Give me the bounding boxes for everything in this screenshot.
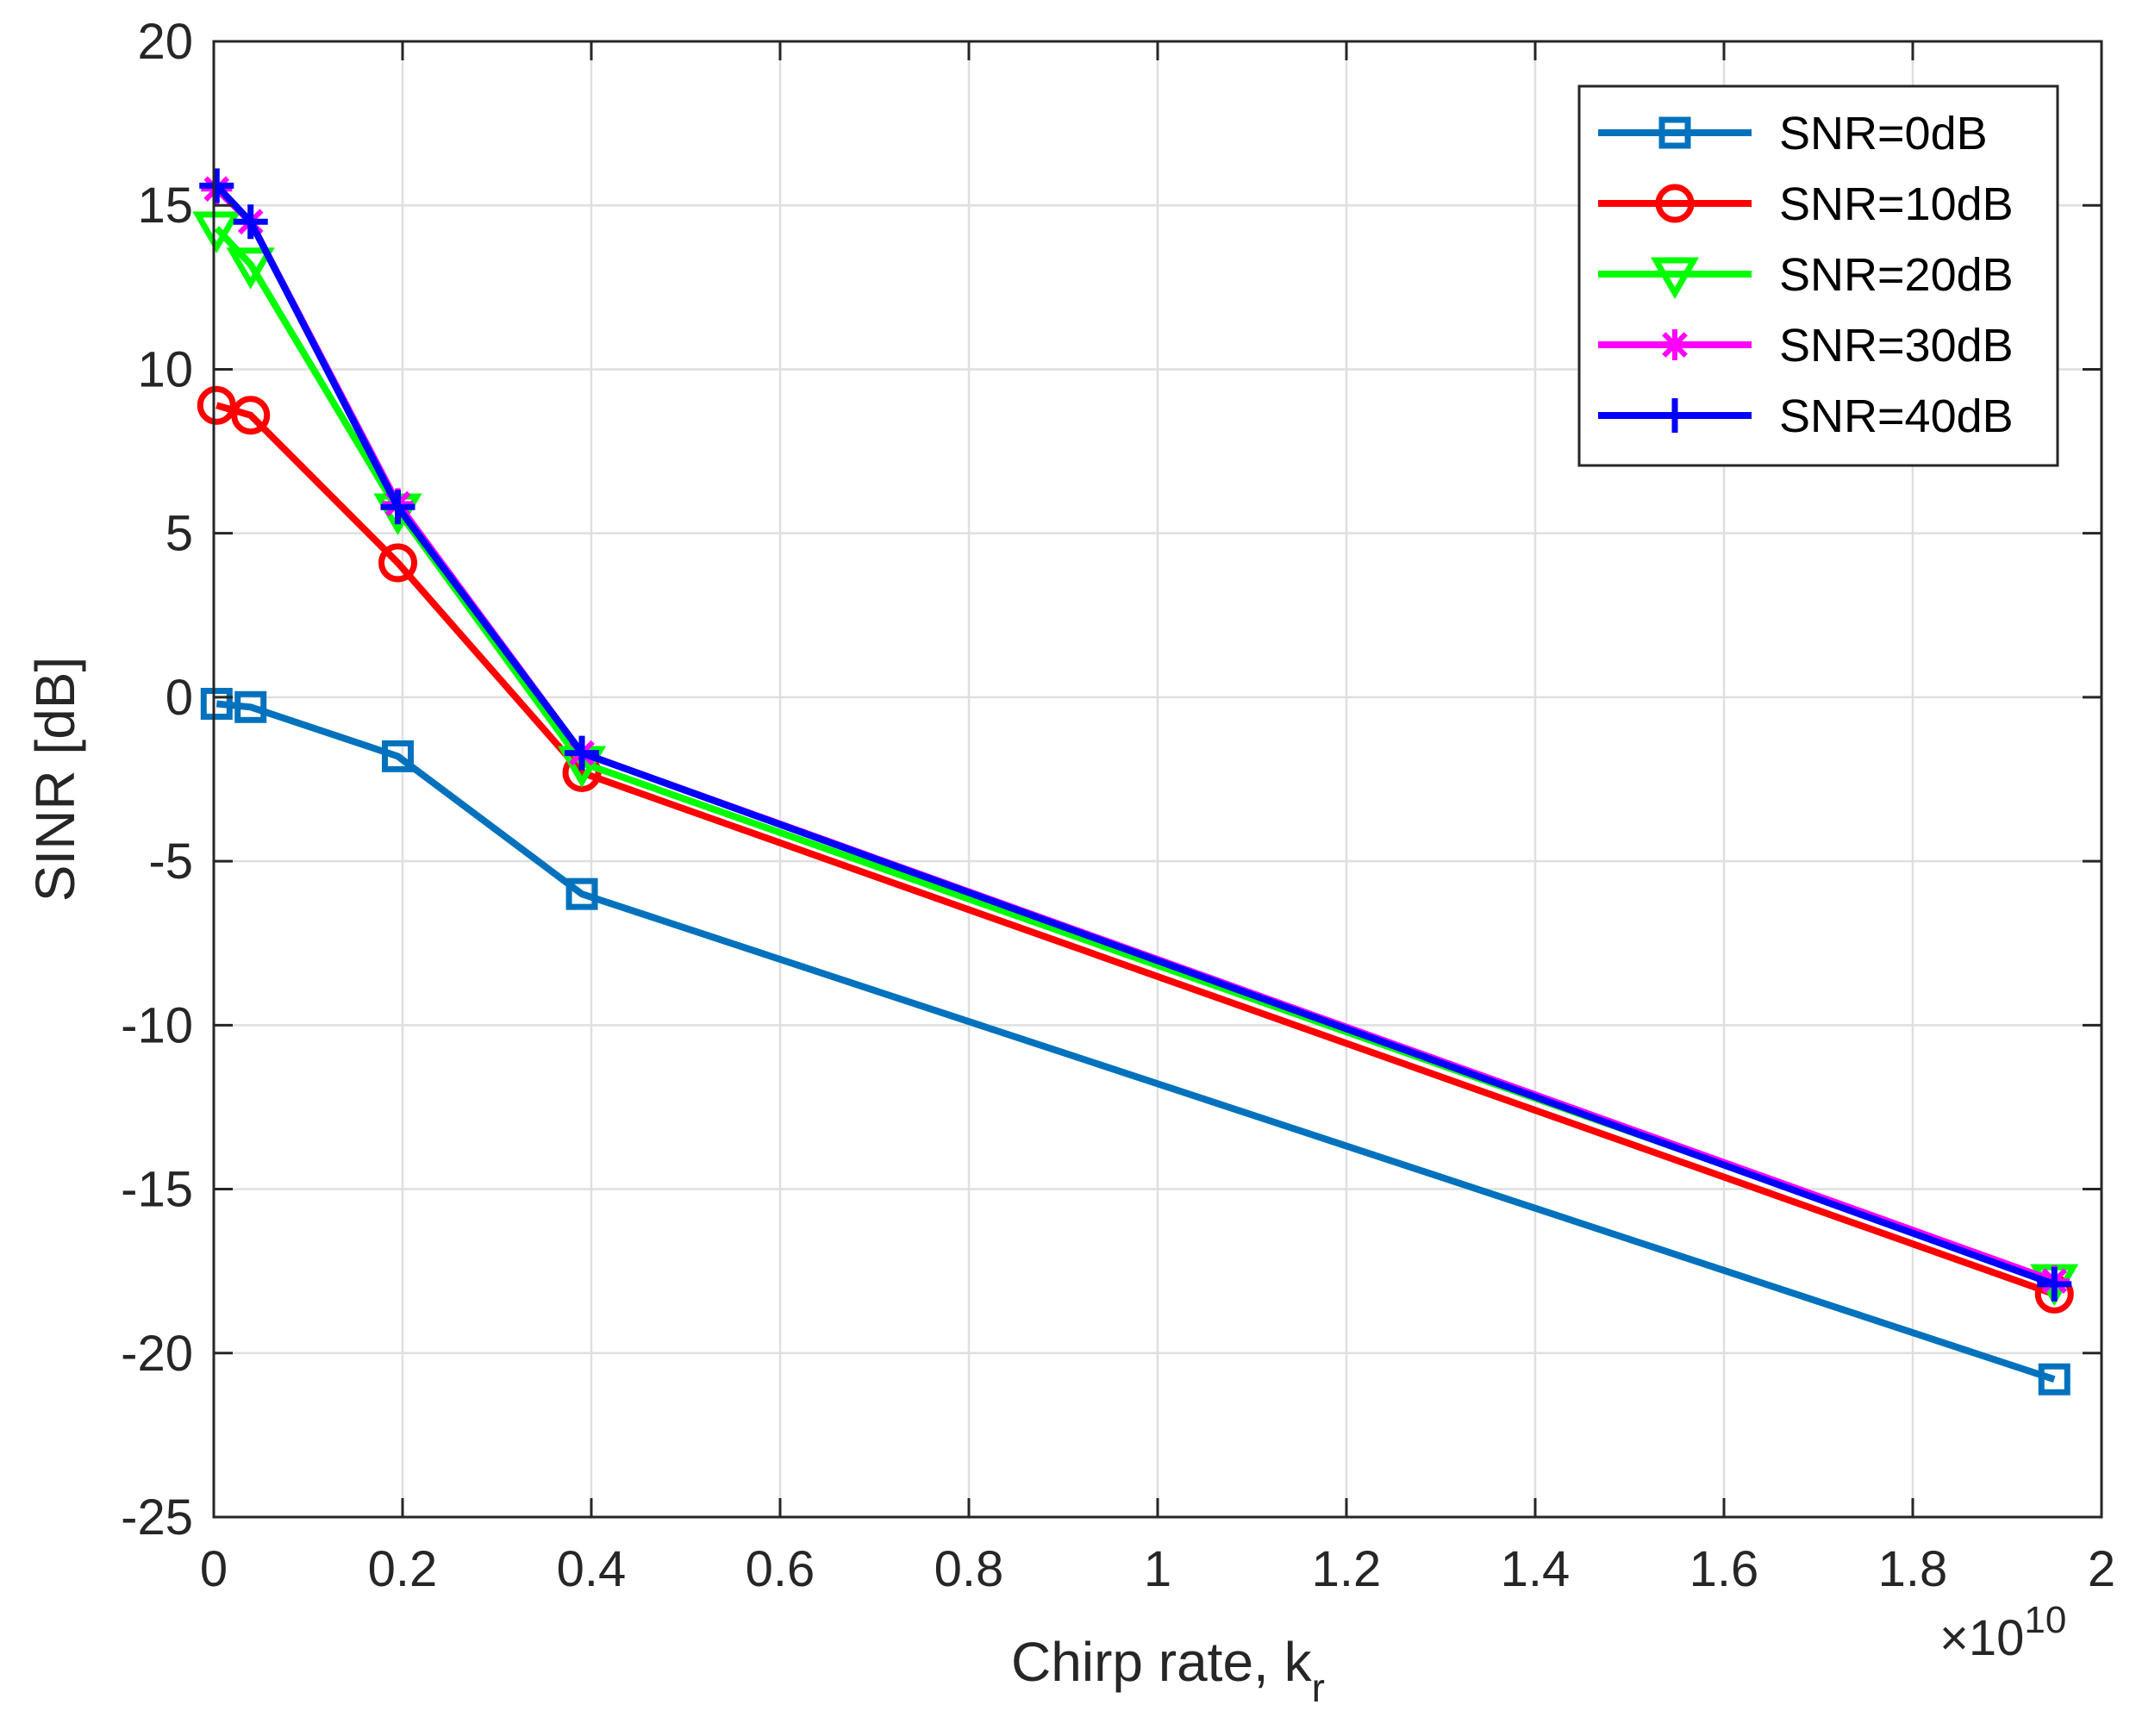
- x-axis-label-subscript: r: [1312, 1665, 1325, 1710]
- data-point: [234, 690, 267, 723]
- x-axis-label-main: Chirp rate, k: [1011, 1631, 1313, 1693]
- legend-item: SNR=30dB: [1598, 320, 2014, 372]
- y-tick-label: 0: [166, 670, 193, 726]
- marker-triangle-down: [1650, 257, 1700, 299]
- x-axis-exponent-power: 10: [2024, 1599, 2066, 1641]
- legend-item: SNR=10dB: [1598, 178, 2014, 230]
- legend-label: SNR=10dB: [1779, 178, 2014, 230]
- legend-label: SNR=40dB: [1779, 390, 2014, 442]
- data-point: [197, 385, 236, 425]
- y-tick-label: -15: [121, 1162, 193, 1218]
- marker-circle: [1655, 184, 1695, 223]
- data-point: [226, 247, 275, 290]
- marker-plus: [1658, 398, 1692, 433]
- data-point: [231, 396, 271, 435]
- legend-item: SNR=0dB: [1598, 108, 1988, 159]
- legend-item: SNR=40dB: [1598, 390, 2014, 442]
- x-tick-label: 0.2: [368, 1541, 438, 1597]
- x-tick-label: 0: [200, 1541, 228, 1597]
- data-point: [192, 211, 241, 253]
- data-point: [382, 740, 415, 772]
- y-tick-label: -5: [148, 834, 193, 890]
- tick-marks: [212, 40, 2103, 1519]
- data-point: [199, 168, 234, 203]
- data-point: [2038, 1363, 2070, 1396]
- x-tick-label: 1.8: [1878, 1541, 1948, 1597]
- series-SNR=40dB: [199, 168, 2072, 1302]
- y-tick-label: -25: [121, 1489, 193, 1546]
- data-point: [565, 877, 598, 910]
- x-tick-label: 1.4: [1501, 1541, 1571, 1597]
- x-axis-exponent-base: ×10: [1939, 1610, 2024, 1666]
- legend-label: SNR=20dB: [1779, 249, 2014, 301]
- marker-square: [1658, 116, 1691, 149]
- tick-labels: 0 0.2 0.4 0.6 0.8 1 1.2 1.4 1.6 1.8 2 -25 -20 -15 -10 -…: [121, 14, 2115, 1597]
- data-point: [233, 204, 268, 240]
- y-tick-label: 15: [137, 178, 193, 234]
- x-tick-label: 1.6: [1689, 1541, 1759, 1597]
- data-point: [380, 490, 415, 525]
- data-point: [2037, 1266, 2072, 1302]
- legend: SNR=0dB SNR=10dB SNR=20dB SNR=30dB SNR=40dB: [1577, 84, 2059, 467]
- data-point: [565, 735, 600, 771]
- y-tick-label: -20: [121, 1326, 193, 1382]
- data-point: [378, 543, 418, 583]
- y-tick-label: 5: [166, 506, 193, 562]
- y-tick-label: 20: [137, 14, 193, 70]
- x-tick-label: 1: [1144, 1541, 1171, 1597]
- x-tick-label: 0.8: [934, 1541, 1004, 1597]
- series-SNR=0dB: [200, 687, 2070, 1396]
- x-tick-label: 1.2: [1312, 1541, 1382, 1597]
- y-axis-label: SINR [dB]: [24, 657, 86, 902]
- x-tick-label: 0.6: [746, 1541, 815, 1597]
- legend-label: SNR=30dB: [1779, 320, 2014, 372]
- series-line: [215, 402, 2056, 1298]
- legend-item: SNR=20dB: [1598, 249, 2014, 301]
- y-tick-label: -10: [121, 997, 193, 1053]
- marker-asterisk: [1659, 329, 1690, 360]
- x-axis-exponent: ×1010: [1939, 1599, 2066, 1666]
- y-tick-label: 10: [137, 341, 193, 397]
- series-layer: [192, 168, 2079, 1396]
- data-point: [200, 687, 233, 720]
- x-tick-label: 2: [2088, 1541, 2115, 1597]
- x-axis-label: Chirp rate, kr: [1011, 1631, 1325, 1710]
- x-tick-label: 0.4: [557, 1541, 627, 1597]
- legend-label: SNR=0dB: [1779, 108, 1988, 159]
